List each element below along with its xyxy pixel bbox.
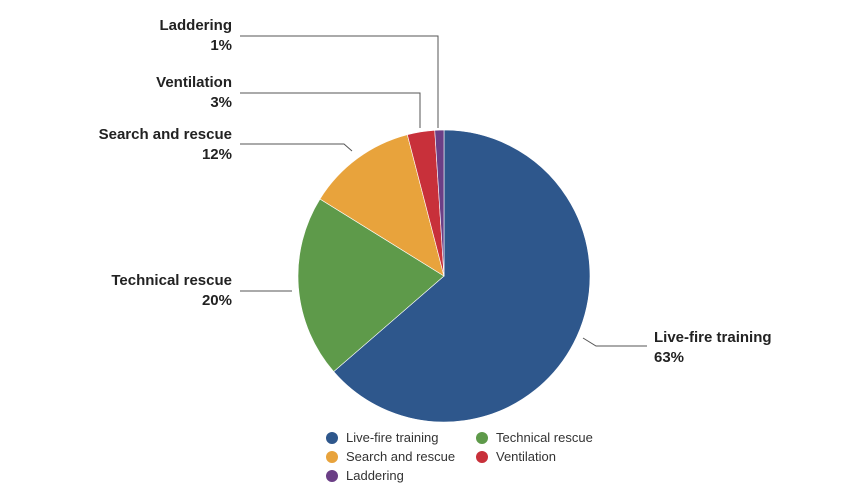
legend-marker-icon <box>476 450 488 463</box>
legend-item-technical-rescue: Technical rescue <box>476 430 593 445</box>
pie-slice-search-and-rescue <box>319 134 445 277</box>
callout-label-live-fire-training: Live-fire training <box>654 329 772 346</box>
legend-item-ventilation: Ventilation <box>476 449 556 464</box>
pie-slice-live-fire-training <box>333 129 591 423</box>
legend-item-laddering: Laddering <box>326 468 404 483</box>
legend-label: Technical rescue <box>496 430 593 445</box>
legend-label: Search and rescue <box>346 449 456 464</box>
legend-label: Live-fire training <box>346 430 439 445</box>
pie-slices <box>297 129 591 423</box>
pie-callouts: Live-fire training 63% Technical rescue 20%… <box>99 17 772 366</box>
legend-item-live-fire-training: Live-fire training <box>326 430 439 445</box>
pie-slice-laddering <box>434 129 445 277</box>
legend-label: Laddering <box>346 468 404 483</box>
callout-value-laddering: 1% <box>210 37 232 54</box>
callout-line-laddering <box>240 35 439 128</box>
legend-marker-icon <box>326 450 338 463</box>
callout-label-technical-rescue: Technical rescue <box>111 272 232 289</box>
pie-chart: Live-fire training 63% Technical rescue 20%… <box>99 17 772 423</box>
callout-line-ventilation <box>240 92 421 128</box>
legend-marker-icon <box>326 469 338 482</box>
pie-slice-technical-rescue <box>297 198 445 373</box>
callout-value-search-and-rescue: 12% <box>202 146 232 163</box>
callout-value-live-fire-training: 63% <box>654 349 684 366</box>
legend-marker-icon <box>326 431 338 444</box>
callout-label-search-and-rescue: Search and rescue <box>99 126 232 143</box>
callout-value-technical-rescue: 20% <box>202 292 232 309</box>
legend-label: Ventilation <box>496 449 556 464</box>
legend-item-search-and-rescue: Search and rescue <box>326 449 455 464</box>
callout-line-search-and-rescue <box>240 143 353 152</box>
legend-marker-icon <box>476 431 488 444</box>
callout-label-ventilation: Ventilation <box>156 74 232 91</box>
callout-value-ventilation: 3% <box>210 94 232 111</box>
callout-line-live-fire-training <box>582 337 647 347</box>
callout-label-laddering: Laddering <box>159 17 232 34</box>
